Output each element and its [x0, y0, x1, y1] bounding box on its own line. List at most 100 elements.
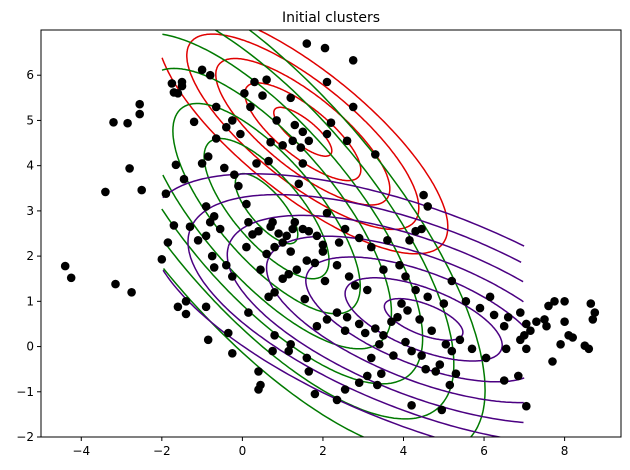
data-point	[332, 395, 342, 405]
data-point	[342, 312, 352, 322]
data-point	[423, 202, 433, 211]
data-point	[354, 378, 364, 388]
data-point	[419, 190, 428, 200]
data-point	[332, 308, 342, 317]
contour-line-cluster-2-level-5	[161, 33, 424, 385]
data-point	[254, 367, 263, 376]
data-point	[222, 122, 231, 132]
data-point	[564, 331, 573, 340]
data-point	[244, 308, 253, 317]
data-point	[224, 328, 233, 338]
data-point	[441, 340, 451, 349]
data-point	[447, 346, 457, 356]
data-point	[516, 308, 525, 317]
data-point	[228, 272, 237, 281]
x-tick-label: 6	[480, 444, 488, 458]
data-point	[326, 118, 336, 127]
data-point	[181, 297, 191, 306]
data-point	[389, 351, 398, 360]
data-point	[215, 224, 225, 234]
data-point	[387, 317, 396, 327]
data-point	[298, 159, 308, 168]
data-point	[304, 226, 314, 236]
x-tick-label: 8	[561, 444, 569, 458]
data-point	[371, 150, 380, 159]
data-point	[60, 261, 70, 271]
data-point	[230, 170, 239, 179]
data-point	[264, 156, 273, 166]
data-point	[270, 242, 279, 252]
data-point	[278, 274, 288, 284]
data-point	[367, 353, 376, 363]
data-point	[228, 116, 237, 125]
data-point	[157, 254, 167, 264]
data-point	[447, 276, 457, 286]
data-point	[499, 321, 509, 331]
data-point	[407, 401, 416, 410]
data-point	[294, 179, 304, 189]
data-point	[272, 116, 281, 125]
data-point	[431, 367, 441, 376]
data-point	[203, 152, 213, 161]
data-point	[135, 109, 144, 119]
data-point	[373, 380, 382, 390]
contour-line-cluster-3-level-5-part-2	[227, 214, 524, 283]
data-point	[262, 249, 271, 259]
data-point	[395, 260, 404, 270]
data-point	[220, 163, 229, 173]
data-point	[258, 91, 267, 100]
chart-title: Initial clusters	[282, 10, 380, 26]
y-tick-label: 3	[26, 204, 34, 218]
data-point	[169, 88, 179, 97]
data-point	[222, 260, 231, 270]
data-point	[244, 217, 253, 227]
contour-line-cluster-2-level-6	[163, 30, 455, 420]
data-point	[167, 79, 177, 88]
data-point	[417, 224, 426, 234]
contour-line-cluster-3-level-7-part-2	[162, 173, 525, 247]
data-point	[489, 310, 499, 320]
contour-line-cluster-3-level-7	[162, 269, 437, 437]
data-point	[201, 202, 211, 211]
data-point	[348, 56, 358, 65]
data-point	[109, 118, 118, 127]
data-point	[437, 405, 447, 415]
data-point	[171, 160, 181, 170]
data-point	[360, 328, 370, 338]
data-point	[282, 231, 292, 241]
data-point	[286, 340, 296, 349]
data-point	[481, 353, 491, 363]
data-point	[123, 118, 132, 128]
data-point	[415, 315, 424, 324]
data-point	[383, 236, 392, 245]
data-point	[205, 70, 215, 80]
data-point	[312, 321, 322, 331]
x-tick-label: 4	[400, 444, 408, 458]
data-point	[211, 134, 221, 143]
contour-line-cluster-2-level-3	[172, 102, 361, 315]
data-point	[485, 292, 495, 302]
data-point	[334, 238, 344, 247]
data-point	[461, 297, 471, 306]
data-point	[371, 324, 380, 333]
data-point	[377, 369, 386, 379]
data-point	[177, 77, 187, 87]
data-point	[264, 292, 273, 302]
data-point	[580, 341, 590, 351]
data-point	[514, 371, 523, 381]
y-tick-label: 1	[26, 294, 34, 308]
data-point	[310, 258, 320, 268]
data-point	[590, 308, 600, 317]
data-point	[401, 272, 410, 281]
data-point	[163, 238, 173, 247]
contour-line-cluster-1-level-3	[215, 57, 391, 206]
y-tick-label: 5	[26, 113, 34, 127]
data-point	[302, 256, 312, 265]
data-point	[262, 75, 271, 84]
data-point	[401, 337, 410, 347]
contour-line-cluster-3-level-4	[265, 260, 524, 404]
data-point	[340, 385, 350, 394]
data-point	[467, 344, 477, 354]
data-point	[286, 93, 296, 103]
y-tick-label: 6	[26, 68, 34, 82]
